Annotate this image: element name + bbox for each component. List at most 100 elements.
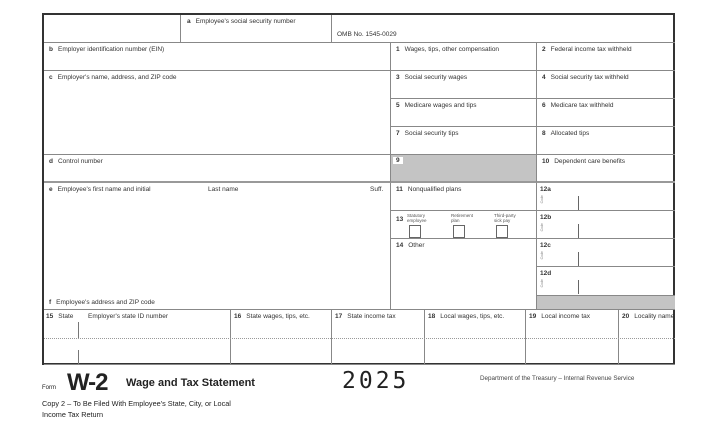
box-10[interactable]: 10 Dependent care benefits	[537, 155, 675, 183]
box-12c[interactable]: 12c Code	[537, 239, 675, 267]
box-13: 13 Statutory employee Retirement plan Th…	[391, 211, 537, 239]
form-name: W-2	[67, 369, 109, 396]
box-17-label: State income tax	[347, 313, 396, 320]
box-12a[interactable]: 12a Code	[537, 183, 675, 211]
gray-filler	[537, 296, 675, 310]
box-6-label: Medicare tax withheld	[550, 102, 614, 109]
box-4-label: Social security tax withheld	[550, 74, 629, 81]
code-label: Code	[540, 251, 544, 260]
box-11[interactable]: 11 Nonqualified plans	[391, 183, 537, 211]
box-number: 12a	[540, 186, 551, 193]
control-label: Control number	[57, 158, 103, 165]
state-label: State	[58, 313, 74, 320]
box-12b[interactable]: 12b Code	[537, 211, 675, 239]
box-4[interactable]: 4 Social security tax withheld	[537, 71, 675, 99]
ein-label: Employer identification number (EIN)	[57, 46, 165, 53]
box-19[interactable]: 19 Local income tax	[526, 310, 619, 365]
box-3-label: Social security wages	[404, 74, 468, 81]
box-9: 9	[391, 155, 537, 183]
field-ssn[interactable]: a Employee's social security number	[181, 15, 332, 43]
employee-letter: e	[49, 186, 53, 193]
box-1-label: Wages, tips, other compensation	[404, 46, 500, 53]
employer-letter: c	[49, 74, 53, 81]
suffix-label: Suff.	[370, 186, 384, 193]
ssn-label: Employee's social security number	[195, 18, 296, 25]
box-5-label: Medicare wages and tips	[404, 102, 477, 109]
field-control-number[interactable]: d Control number	[44, 155, 391, 183]
box-8[interactable]: 8 Allocated tips	[537, 127, 675, 155]
box-15[interactable]: 15 State Employer's state ID number	[44, 310, 231, 365]
omb-number: OMB No. 1545-0029	[337, 31, 397, 38]
box-20[interactable]: 20 Locality name	[619, 310, 675, 365]
box-number: 19	[529, 313, 537, 320]
form-word: Form	[42, 385, 56, 391]
box-6[interactable]: 6 Medicare tax withheld	[537, 99, 675, 127]
ssn-letter: a	[187, 18, 191, 25]
box-18[interactable]: 18 Local wages, tips, etc.	[425, 310, 526, 365]
copy-instruction-line2: Income Tax Return	[42, 410, 104, 419]
form-title: Wage and Tax Statement	[126, 377, 255, 389]
box-number: 16	[234, 313, 242, 320]
box-11-label: Nonqualified plans	[407, 186, 462, 193]
box-12d[interactable]: 12d Code	[537, 267, 675, 296]
statutory-employee-checkbox[interactable]	[409, 225, 421, 238]
blank-top-left	[44, 15, 181, 43]
omb-cell: OMB No. 1545-0029	[332, 15, 675, 43]
box-number: 18	[428, 313, 436, 320]
box-16-label: State wages, tips, etc.	[246, 313, 310, 320]
copy-instruction-line1: Copy 2 – To Be Filed With Employee's Sta…	[42, 399, 231, 408]
agency-name: Department of the Treasury – Internal Re…	[480, 375, 635, 382]
box-number: 12d	[540, 270, 552, 277]
box-20-label: Locality name	[634, 313, 675, 320]
state-row-divider	[44, 338, 675, 339]
box-number: 8	[542, 130, 546, 137]
w2-form: a Employee's social security number OMB N…	[42, 13, 675, 365]
box-number: 2	[542, 46, 546, 53]
box-number: 5	[396, 102, 400, 109]
box-number: 1	[396, 46, 400, 53]
box-number: 20	[622, 313, 630, 320]
box-8-label: Allocated tips	[550, 130, 590, 137]
box-14[interactable]: 14 Other	[391, 239, 537, 310]
box-number: 12b	[540, 214, 552, 221]
field-ein[interactable]: b Employer identification number (EIN)	[44, 43, 391, 71]
box-number: 3	[396, 74, 400, 81]
control-letter: d	[49, 158, 53, 165]
box-number: 10	[542, 158, 550, 165]
box-number: 14	[396, 242, 404, 249]
field-employer[interactable]: c Employer's name, address, and ZIP code	[44, 71, 391, 155]
code-label: Code	[540, 195, 544, 204]
box-number: 17	[335, 313, 343, 320]
box-number: 6	[542, 102, 546, 109]
box-7[interactable]: 7 Social security tips	[391, 127, 537, 155]
field-employee[interactable]: e Employee's first name and initial Last …	[44, 183, 391, 310]
tax-year: 2025	[342, 368, 410, 394]
box-18-label: Local wages, tips, etc.	[440, 313, 505, 320]
employer-state-id-label: Employer's state ID number	[88, 313, 168, 320]
box-2-label: Federal income tax withheld	[550, 46, 632, 53]
box-17[interactable]: 17 State income tax	[332, 310, 425, 365]
box-number: 12c	[540, 242, 551, 249]
box-10-label: Dependent care benefits	[554, 158, 626, 165]
box-19-label: Local income tax	[541, 313, 591, 320]
retirement-plan-checkbox[interactable]	[453, 225, 465, 238]
ein-letter: b	[49, 46, 53, 53]
box-16[interactable]: 16 State wages, tips, etc.	[231, 310, 332, 365]
code-label: Code	[540, 279, 544, 288]
box-5[interactable]: 5 Medicare wages and tips	[391, 99, 537, 127]
address-letter: f	[49, 299, 52, 306]
box-3[interactable]: 3 Social security wages	[391, 71, 537, 99]
box-9-number: 9	[393, 157, 403, 164]
code-label: Code	[540, 223, 544, 232]
box-1[interactable]: 1 Wages, tips, other compensation	[391, 43, 537, 71]
third-party-sick-pay-checkbox[interactable]	[496, 225, 508, 238]
box-13-number: 13	[396, 216, 404, 223]
box-number: 11	[396, 186, 403, 193]
box-number: 7	[396, 130, 400, 137]
box-number: 15	[46, 313, 54, 320]
employer-label: Employer's name, address, and ZIP code	[57, 74, 177, 81]
statutory-employee-label: Statutory employee	[407, 213, 427, 223]
box-2[interactable]: 2 Federal income tax withheld	[537, 43, 675, 71]
last-name-label: Last name	[208, 186, 239, 193]
